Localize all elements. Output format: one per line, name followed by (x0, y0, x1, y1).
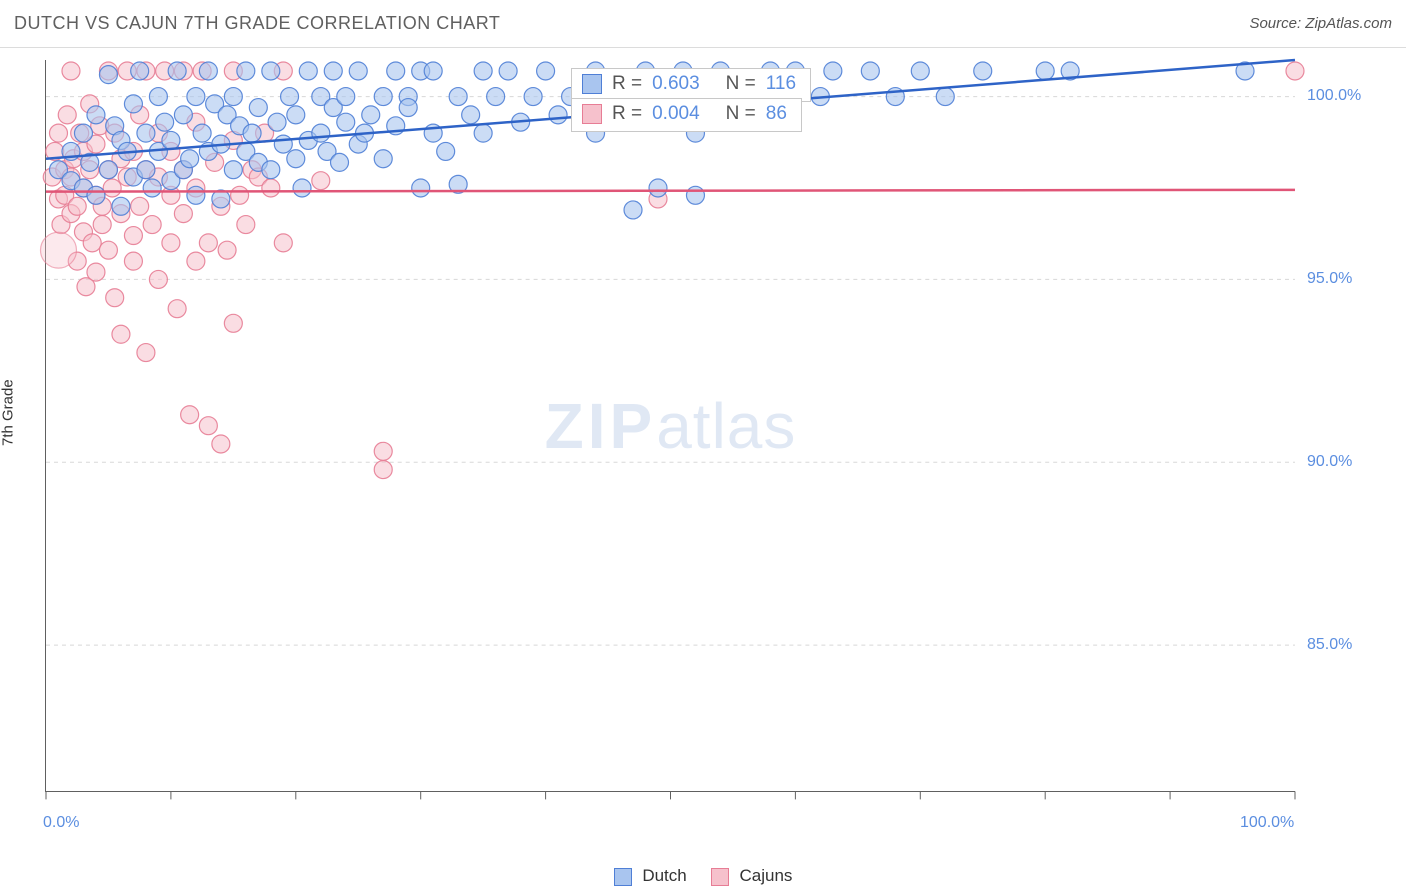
stats-swatch-dutch (582, 74, 602, 94)
y-tick-label: 85.0% (1307, 636, 1352, 654)
r-value: 0.603 (652, 73, 700, 95)
chart-title: DUTCH VS CAJUN 7TH GRADE CORRELATION CHA… (14, 13, 500, 34)
stats-swatch-cajuns (582, 104, 602, 124)
chart-header: DUTCH VS CAJUN 7TH GRADE CORRELATION CHA… (0, 0, 1406, 48)
scatter-plot: ZIPatlas R = 0.603 N = 116 R = 0.004 N =… (45, 60, 1295, 792)
n-label: N = (726, 103, 756, 125)
plot-svg (46, 60, 1295, 791)
y-tick-label: 90.0% (1307, 453, 1352, 471)
source-attribution: Source: ZipAtlas.com (1249, 15, 1392, 32)
x-tick-label: 100.0% (1240, 814, 1294, 832)
x-tick-label: 0.0% (43, 814, 79, 832)
y-tick-label: 95.0% (1307, 270, 1352, 288)
y-tick-label: 100.0% (1307, 87, 1361, 105)
bottom-legend: Dutch Cajuns (0, 866, 1406, 886)
stats-box-cajuns: R = 0.004 N = 86 (571, 98, 802, 132)
legend-swatch-dutch (614, 868, 632, 886)
legend-label-dutch: Dutch (642, 866, 686, 885)
stats-box-dutch: R = 0.603 N = 116 (571, 68, 811, 102)
n-label: N = (726, 73, 756, 95)
legend-item-cajuns: Cajuns (711, 866, 793, 886)
legend-label-cajuns: Cajuns (739, 866, 792, 885)
r-label: R = (612, 103, 642, 125)
r-value: 0.004 (652, 103, 700, 125)
n-value: 86 (766, 103, 787, 125)
legend-swatch-cajuns (711, 868, 729, 886)
r-label: R = (612, 73, 642, 95)
legend-item-dutch: Dutch (614, 866, 687, 886)
n-value: 116 (766, 73, 796, 95)
y-axis-label: 7th Grade (0, 379, 17, 446)
